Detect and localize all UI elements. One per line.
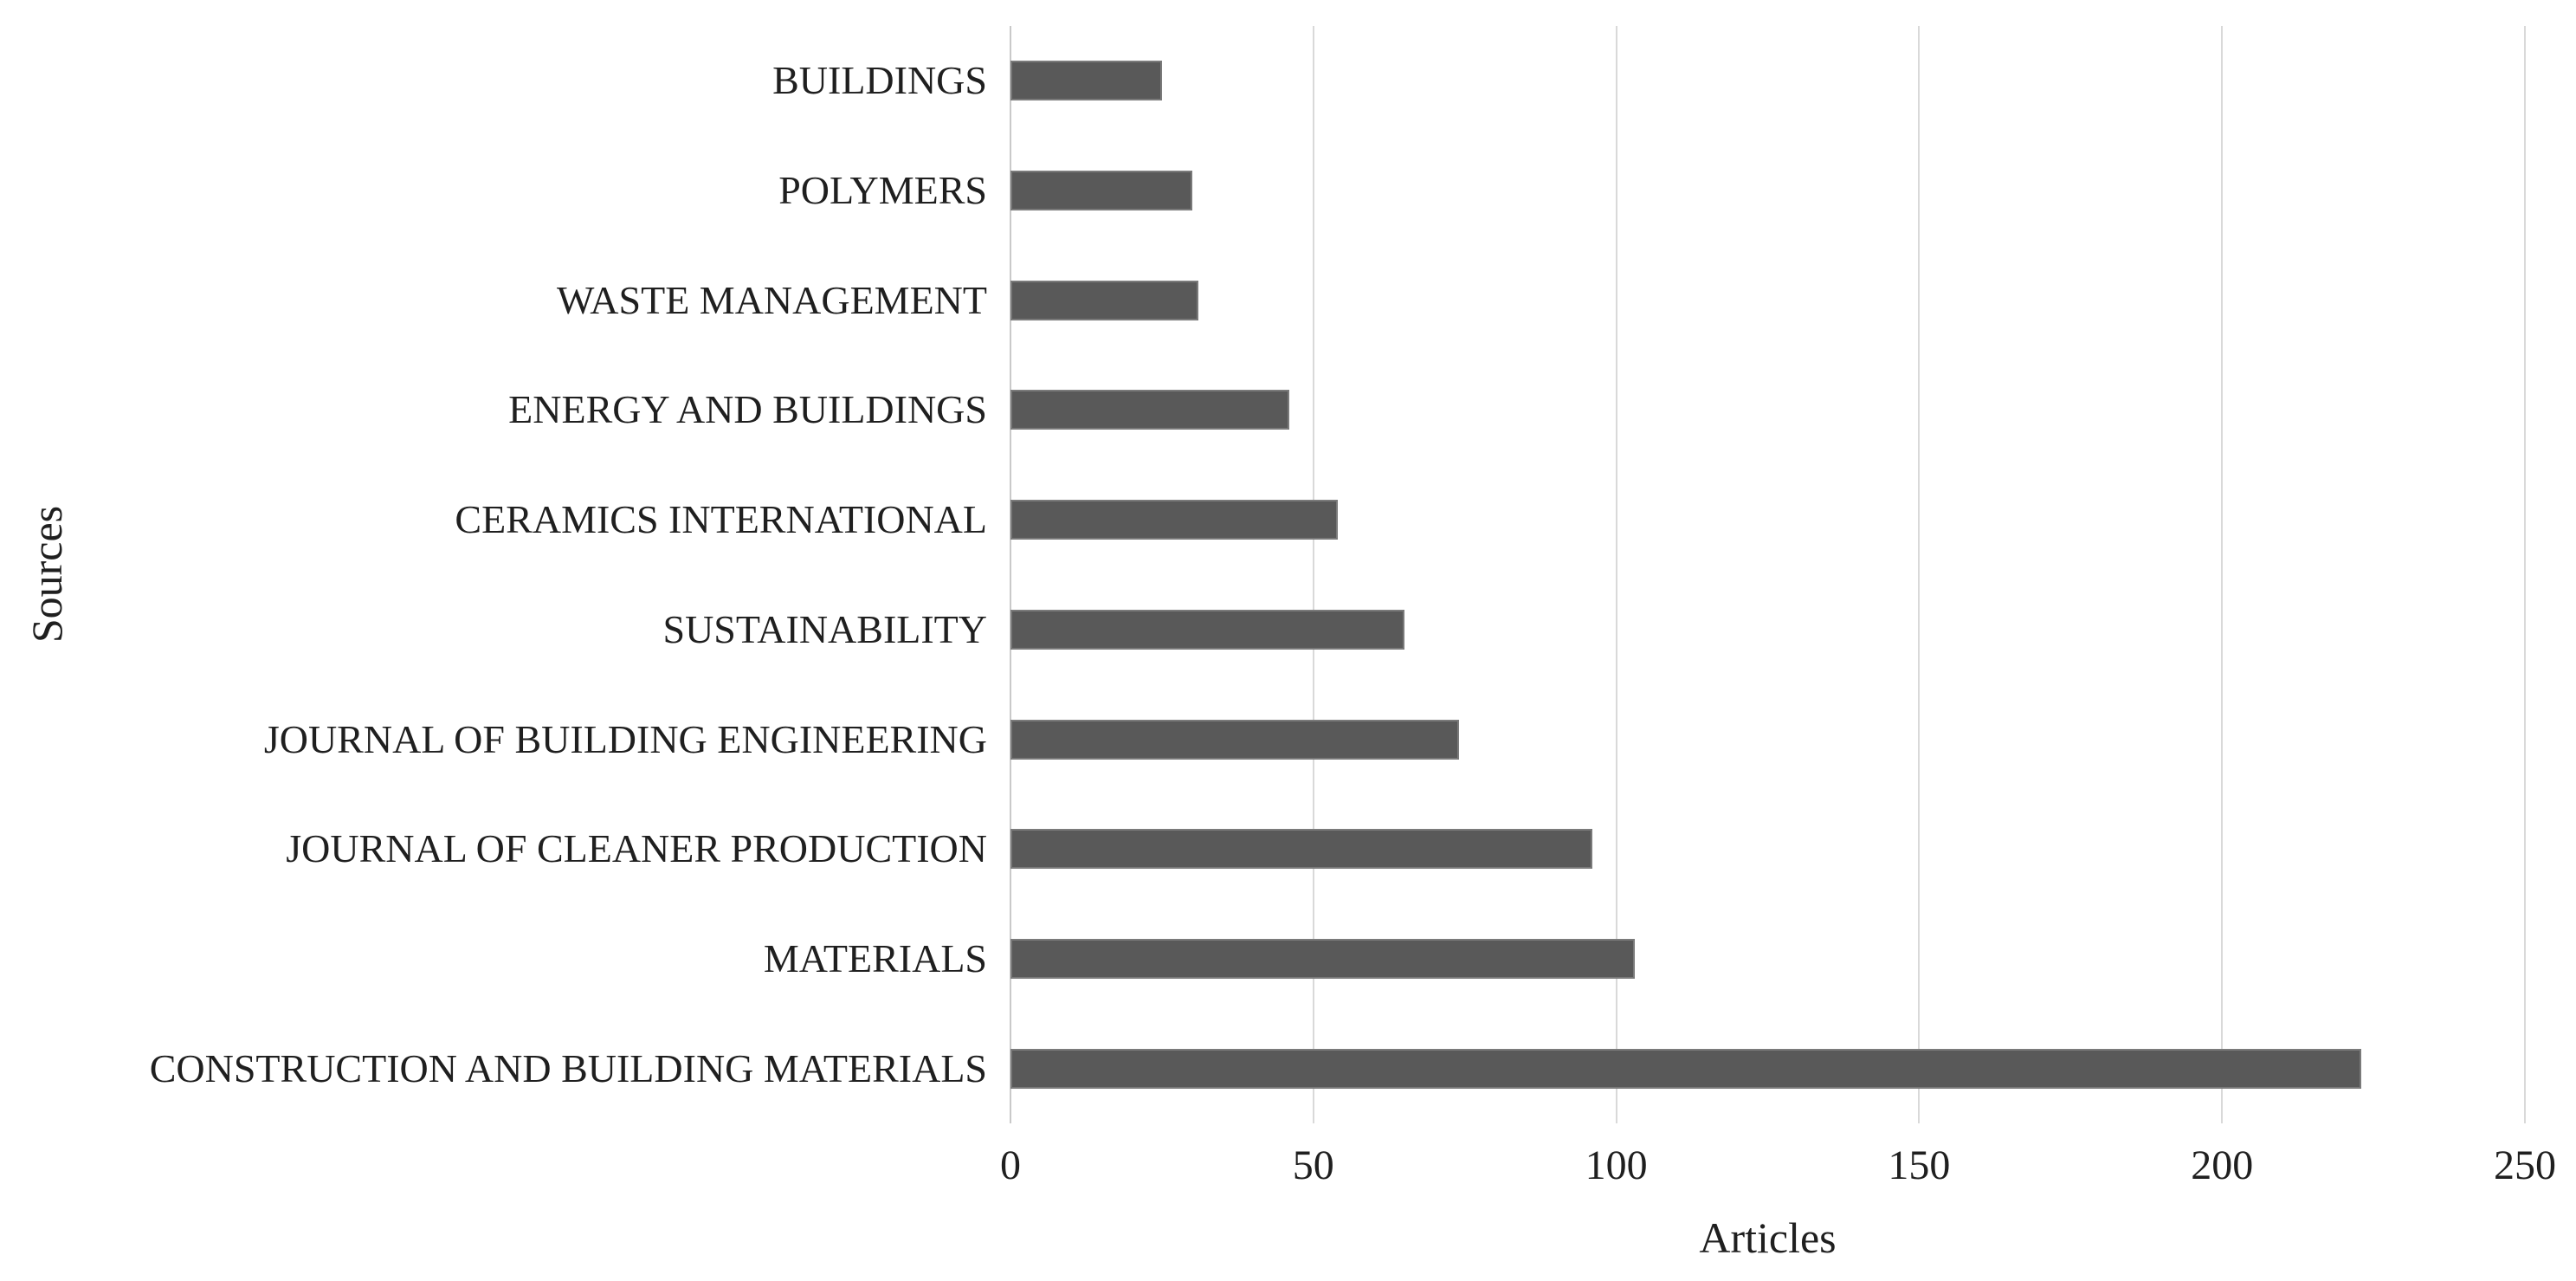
x-tick-label-0: 0 [1000, 1142, 1021, 1188]
bar [1010, 829, 1592, 870]
gridline-x-250 [2524, 26, 2526, 1123]
category-label: MATERIALS [763, 935, 987, 980]
bar [1010, 500, 1338, 540]
x-tick-label-250: 250 [2494, 1142, 2556, 1188]
x-tick-label-50: 50 [1292, 1142, 1334, 1188]
category-label: CERAMICS INTERNATIONAL [455, 497, 987, 542]
bar [1010, 938, 1635, 979]
plot-area [1010, 26, 2526, 1123]
bar [1010, 171, 1192, 211]
bar [1010, 280, 1198, 320]
gridline-x-100 [1615, 26, 1617, 1123]
x-axis-title: Articles [1699, 1213, 1837, 1262]
gridline-x-200 [2221, 26, 2224, 1123]
category-label: POLYMERS [778, 168, 987, 213]
x-tick-label-100: 100 [1585, 1142, 1648, 1188]
category-label: ENERGY AND BUILDINGS [508, 387, 987, 432]
gridline-x-150 [1918, 26, 1921, 1123]
gridline-x-50 [1312, 26, 1314, 1123]
bar [1010, 609, 1404, 650]
bar [1010, 719, 1459, 760]
y-axis-line [1010, 26, 1011, 1123]
bar [1010, 1048, 2362, 1089]
category-label: WASTE MANAGEMENT [556, 277, 987, 322]
category-label: BUILDINGS [772, 58, 987, 103]
category-label: JOURNAL OF BUILDING ENGINEERING [263, 716, 987, 761]
category-label: CONSTRUCTION AND BUILDING MATERIALS [149, 1045, 987, 1090]
category-label: JOURNAL OF CLEANER PRODUCTION [286, 826, 987, 871]
x-tick-label-150: 150 [1888, 1142, 1951, 1188]
category-label: SUSTAINABILITY [662, 606, 987, 651]
bar [1010, 61, 1162, 101]
x-tick-label-200: 200 [2191, 1142, 2254, 1188]
bar [1010, 390, 1289, 430]
